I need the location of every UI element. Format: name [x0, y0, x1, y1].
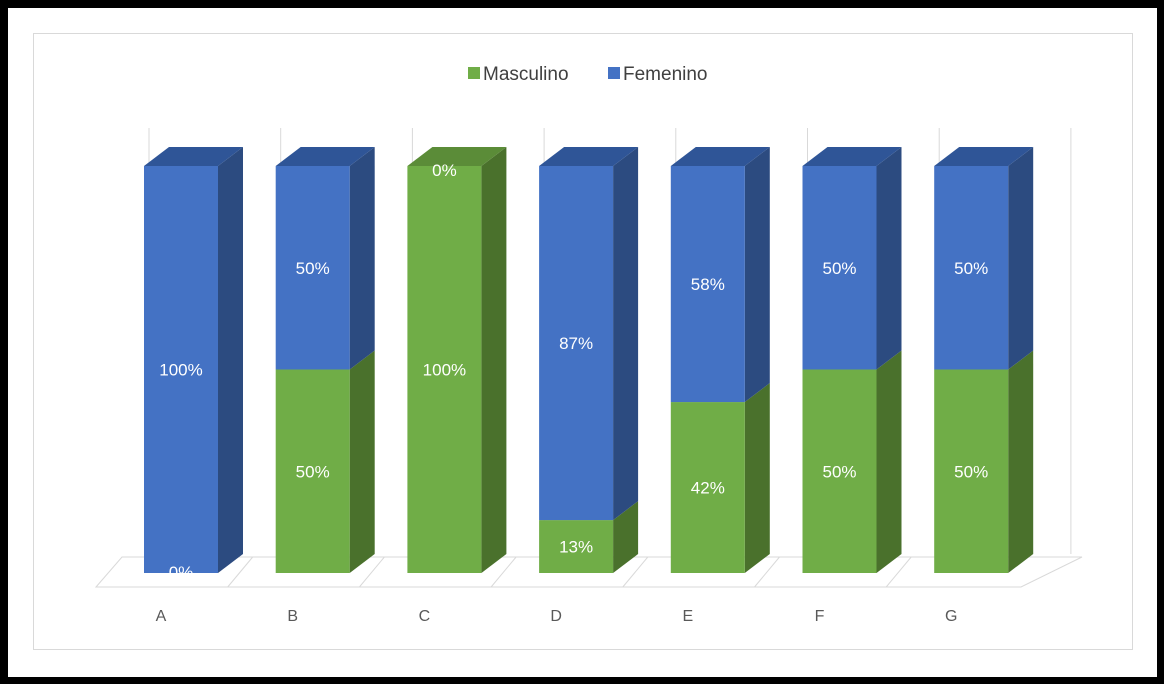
- x-tick-label-f: F: [815, 608, 825, 625]
- chart-floor: [94, 556, 1083, 588]
- bar-side-masculino-f: [876, 350, 902, 573]
- bar-femenino-a: [144, 166, 218, 573]
- bar-side-masculino-d: [613, 501, 639, 573]
- bar-masculino-f: [802, 369, 877, 573]
- x-tick-label-g: G: [945, 608, 957, 625]
- x-tick-label-e: E: [682, 608, 693, 625]
- data-label-masculino-g: 50%: [954, 462, 988, 481]
- legend-label-femenino: Femenino: [623, 64, 708, 85]
- data-label-femenino-f: 50%: [822, 259, 856, 278]
- bar-masculino-d: [539, 520, 614, 573]
- bars: [144, 147, 1034, 573]
- x-tick-label-b: B: [287, 608, 298, 625]
- bar-masculino-g: [934, 369, 1009, 573]
- data-label-femenino-b: 50%: [296, 259, 330, 278]
- bar-side-masculino-b: [349, 350, 375, 573]
- bar-masculino-e: [670, 402, 745, 573]
- bar-masculino-c: [407, 166, 482, 573]
- bar-top-b: [275, 147, 375, 166]
- floor-outline: [94, 556, 1083, 588]
- legend-swatch-femenino: [608, 67, 620, 79]
- legend-swatch-masculino: [468, 67, 480, 79]
- data-label-masculino-d: 13%: [559, 538, 593, 557]
- legend-label-masculino: Masculino: [483, 64, 569, 85]
- floor-divider: [359, 556, 385, 588]
- bar-side-femenino-a: [218, 147, 243, 573]
- bar-side-femenino-f: [876, 147, 902, 370]
- data-label-masculino-a: 0%: [169, 563, 194, 582]
- bar-side-femenino-d: [613, 147, 639, 521]
- bar-top-e: [670, 147, 770, 166]
- floor-divider: [622, 556, 649, 588]
- bar-side-masculino-e: [744, 383, 770, 573]
- bar-side-femenino-b: [349, 147, 375, 370]
- bar-femenino-f: [802, 166, 877, 370]
- bar-femenino-d: [539, 166, 614, 521]
- data-label-femenino-e: 58%: [691, 275, 725, 294]
- x-tick-label-c: C: [419, 608, 431, 625]
- bar-side-femenino-e: [744, 147, 770, 403]
- data-label-femenino-g: 50%: [954, 259, 988, 278]
- data-label-femenino-c: 0%: [432, 161, 457, 180]
- bar-top-g: [934, 147, 1034, 166]
- bar-top-a: [144, 147, 243, 166]
- bar-side-masculino-g: [1008, 350, 1034, 573]
- bar-top-f: [802, 147, 902, 166]
- data-label-femenino-d: 87%: [559, 334, 593, 353]
- floor-divider: [490, 556, 517, 588]
- bar-side-masculino-c: [481, 147, 507, 573]
- bar-top-d: [539, 147, 639, 166]
- data-label-masculino-c: 100%: [423, 361, 466, 380]
- x-axis-ticks: A B C D E F G: [156, 608, 958, 625]
- bar-femenino-g: [934, 166, 1009, 370]
- bar-femenino-b: [275, 166, 350, 370]
- data-label-masculino-f: 50%: [822, 462, 856, 481]
- bar-side-femenino-g: [1008, 147, 1034, 370]
- x-tick-label-d: D: [550, 608, 562, 625]
- bar-top-c: [407, 147, 507, 166]
- legend: Masculino Femenino: [468, 64, 708, 85]
- floor-divider: [754, 556, 780, 588]
- floor-divider: [227, 556, 254, 588]
- data-labels: 0% 100% 50% 50% 100% 0% 13% 87% 42% 58% 50% 50% 50% 5…: [159, 161, 988, 582]
- data-label-femenino-a: 100%: [159, 361, 202, 380]
- data-label-masculino-b: 50%: [296, 462, 330, 481]
- data-label-masculino-e: 42%: [691, 479, 725, 498]
- bar-masculino-b: [275, 369, 350, 573]
- bar-femenino-e: [670, 166, 745, 403]
- floor-divider: [885, 556, 912, 588]
- x-tick-label-a: A: [156, 608, 167, 625]
